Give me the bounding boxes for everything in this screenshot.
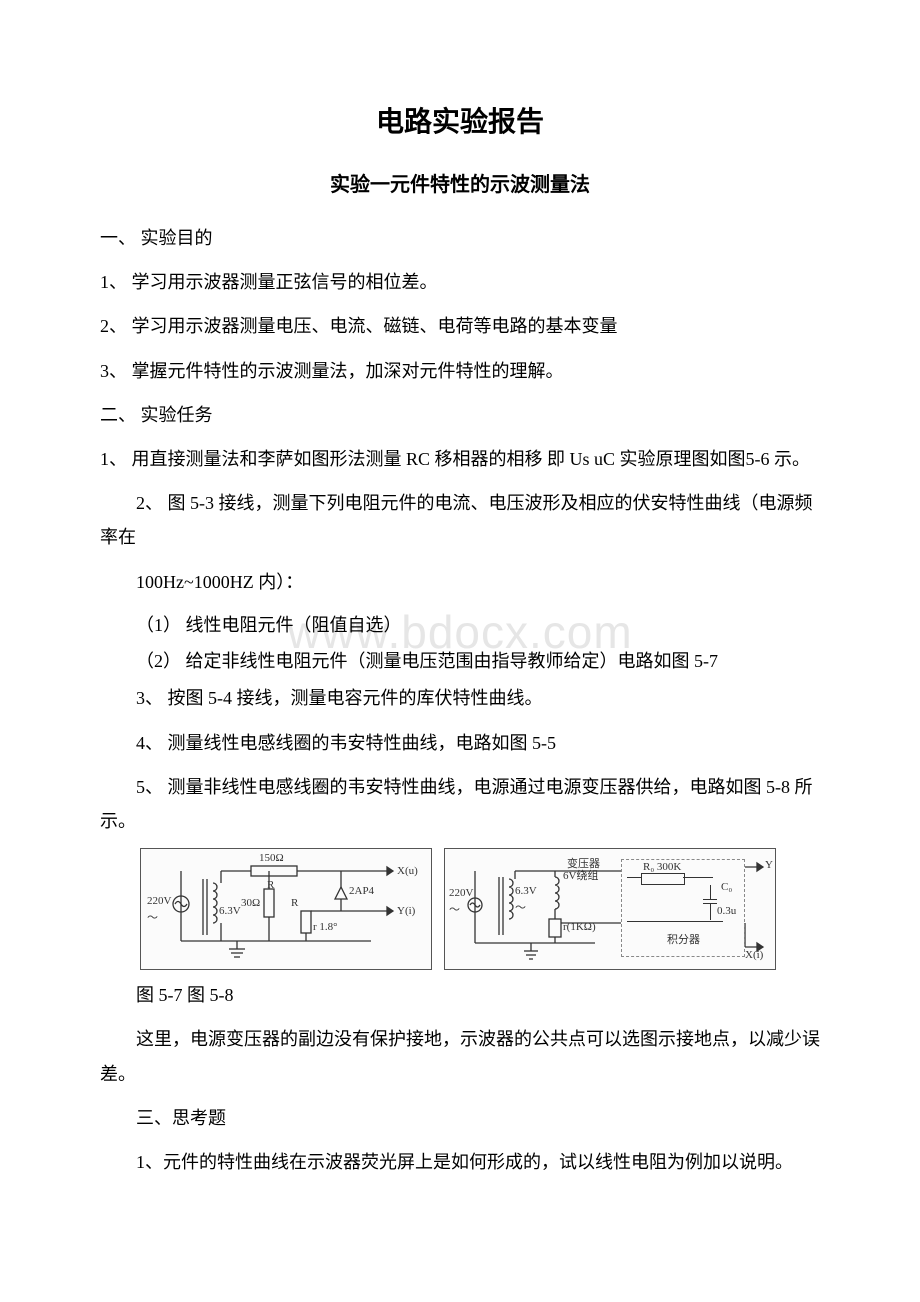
fig-b-xfmr2: 6V绕组 [563, 867, 598, 883]
figure-row: 150Ω 220V ～ 6.3V R 30Ω R X(u) 2AP4 r 1.8… [140, 848, 820, 970]
section2-task2: 2、 图 5-3 接线，测量下列电阻元件的电流、电压波形及相应的伏安特性曲线（电… [100, 486, 820, 554]
fig-a-diode: 2AP4 [349, 885, 374, 897]
fig-b-Cval: 0.3u [717, 905, 736, 917]
figure-5-8: 220V ～ 变压器 6V绕组 6.3V ～ r(1KΩ) R₀ 300K C₀… [444, 848, 776, 970]
fig-b-tap: 6.3V [515, 885, 537, 897]
section2-task4: 4、 测量线性电感线圈的韦安特性曲线，电路如图 5-5 [100, 726, 820, 760]
fig-b-C0: C₀ [721, 881, 732, 893]
fig-a-rvar: r 1.8° [313, 921, 338, 933]
fig-a-src-v: 220V [147, 895, 171, 907]
section2-task2-sub1: （1） 线性电阻元件（阻值自选） [100, 609, 820, 641]
fig-b-rvar: r(1KΩ) [563, 921, 596, 933]
fig-b-int: 积分器 [667, 931, 700, 947]
doc-title: 电路实验报告 [100, 100, 820, 140]
section1-item-3: 3、 掌握元件特性的示波测量法，加深对元件特性的理解。 [100, 354, 820, 388]
section1-heading: 一、 实验目的 [100, 221, 820, 255]
section2-task3: 3、 按图 5-4 接线，测量电容元件的库伏特性曲线。 [100, 681, 820, 715]
doc-subtitle: 实验一元件特性的示波测量法 [100, 168, 820, 197]
section1-item-2: 2、 学习用示波器测量电压、电流、磁链、电荷等电路的基本变量 [100, 309, 820, 343]
fig-a-tap: 6.3V [219, 905, 241, 917]
section2-task2-sub2: （2） 给定非线性电阻元件（测量电压范围由指导教师给定）电路如图 5-7 [100, 645, 820, 677]
fig-a-R2: R [291, 897, 298, 909]
section2-task5: 5、 测量非线性电感线圈的韦安特性曲线，电源通过电源变压器供给，电路如图 5-8… [100, 770, 820, 838]
section2-heading: 二、 实验任务 [100, 398, 820, 432]
fig-a-30: 30Ω [241, 897, 260, 909]
fig-a-xu: X(u) [397, 865, 418, 877]
section3-heading: 三、思考题 [100, 1101, 820, 1135]
figure-5-7: 150Ω 220V ～ 6.3V R 30Ω R X(u) 2AP4 r 1.8… [140, 848, 432, 970]
section2-task2-cont: 100Hz~1000HZ 内）： [100, 565, 820, 599]
section3-q1: 1、元件的特性曲线在示波器荧光屏上是如何形成的，试以线性电阻为例加以说明。 [100, 1145, 820, 1179]
figure-note: 这里，电源变压器的副边没有保护接地，示波器的公共点可以选图示接地点，以减少误差。 [100, 1022, 820, 1090]
fig-b-Y: Y [765, 859, 773, 871]
fig-b-R0: R₀ 300K [643, 861, 681, 873]
figure-5-7-svg [141, 849, 431, 969]
fig-b-Xi: X(i) [745, 949, 763, 961]
fig-a-top-label: 150Ω [259, 852, 284, 864]
section2-task1: 1、 用直接测量法和李萨如图形法测量 RC 移相器的相移 即 Us uC 实验原… [100, 442, 820, 476]
fig-a-yi: Y(i) [397, 905, 415, 917]
section1-item-1: 1、 学习用示波器测量正弦信号的相位差。 [100, 265, 820, 299]
fig-b-src-v: 220V [449, 887, 473, 899]
fig-a-R: R [267, 879, 274, 891]
figure-caption: 图 5-7 图 5-8 [100, 978, 820, 1012]
